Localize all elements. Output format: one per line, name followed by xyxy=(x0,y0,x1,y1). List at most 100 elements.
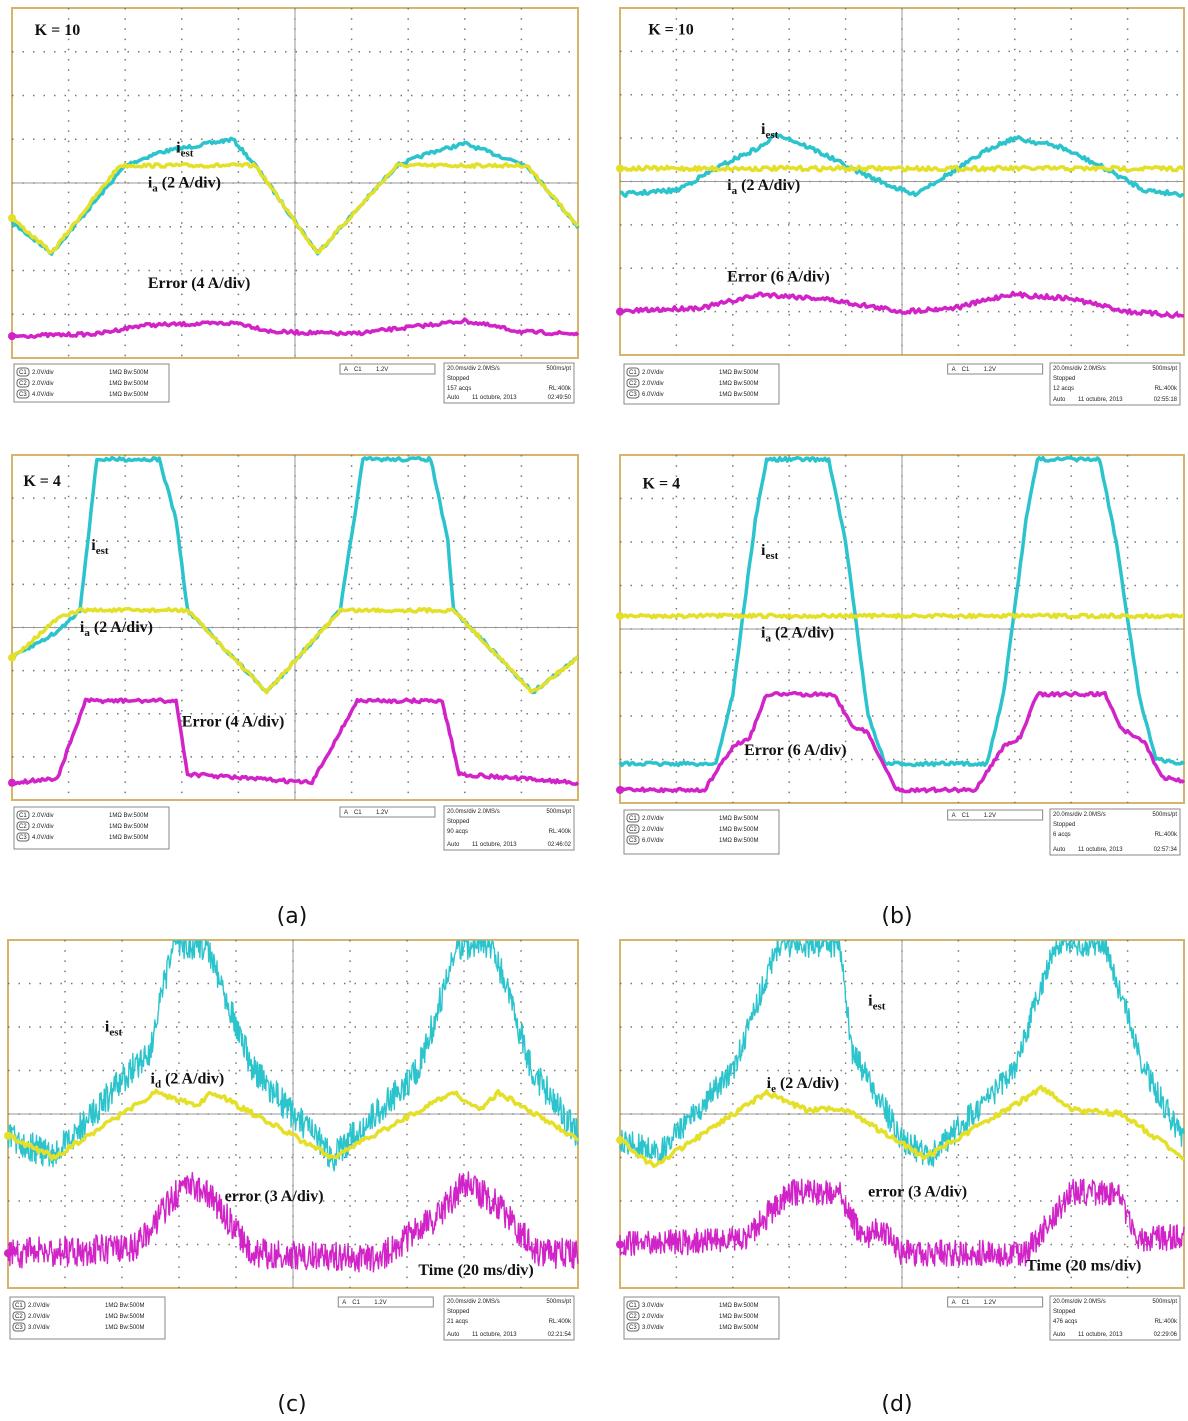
channel-id: C1 xyxy=(19,370,27,376)
channel-input: 1MΩ Bw:500M xyxy=(719,392,759,398)
channel-id: C2 xyxy=(15,1314,23,1320)
trigger-mode: A xyxy=(952,1300,956,1306)
trigger-marker xyxy=(4,1132,12,1140)
scope-panel: K = 4iestia (2 A/div)Error (4 A/div)C12.… xyxy=(8,455,578,850)
trigger-marker xyxy=(4,1249,12,1257)
channel-input: 1MΩ Bw:500M xyxy=(719,1314,759,1320)
channel-input: 1MΩ Bw:500M xyxy=(719,1303,759,1309)
sample-rate: 500ms/pt xyxy=(546,1299,571,1305)
label-rest: (2 A/div) xyxy=(158,174,221,191)
channel-id: C1 xyxy=(629,1303,637,1309)
label-rest: (2 A/div) xyxy=(771,625,834,642)
clock: 02:55:18 xyxy=(1154,397,1178,403)
label-main: error (3 A/div) xyxy=(868,1184,967,1201)
trigger-mode: A xyxy=(342,1300,346,1306)
caption: (b) xyxy=(881,904,912,929)
label-rest: (2 A/div) xyxy=(737,177,800,194)
trace-label: ia (2 A/div) xyxy=(761,625,834,645)
timebase: 20.0ms/div 2.0MS/s xyxy=(447,366,500,372)
channel-id: C2 xyxy=(629,381,637,387)
channel-id: C2 xyxy=(19,381,27,387)
trigger-source: C1 xyxy=(352,1300,360,1306)
timebase: 20.0ms/div 2.0MS/s xyxy=(447,1299,500,1305)
label-rest: (2 A/div) xyxy=(90,619,153,636)
trace-label: ie (2 A/div) xyxy=(767,1075,839,1095)
channel-input: 1MΩ Bw:500M xyxy=(719,827,759,833)
channel-id: C3 xyxy=(629,1325,637,1331)
channel-id: C1 xyxy=(629,370,637,376)
label-main: Error (6 A/div) xyxy=(727,268,830,285)
trace-label: Error (4 A/div) xyxy=(148,275,251,292)
page: {"panels":[ {"k":"K = 10","labels":[{"ma… xyxy=(0,0,1188,1421)
trigger-marker xyxy=(8,779,16,787)
record-length: RL:400k xyxy=(549,386,572,392)
channel-input: 1MΩ Bw:500M xyxy=(719,838,759,844)
trace-label: id (2 A/div) xyxy=(151,1071,225,1091)
label-sub: est xyxy=(765,550,778,562)
acq-count: 21 acqs xyxy=(447,1319,468,1325)
label-sub: est xyxy=(109,1026,122,1038)
acq-count: 12 acqs xyxy=(1053,386,1074,392)
trigger-marker xyxy=(8,332,16,340)
acq-state: Stopped xyxy=(447,1309,469,1315)
mode: Auto xyxy=(447,842,460,848)
trace-label: Error (6 A/div) xyxy=(727,268,830,285)
scope-panel: K = 4iestia (2 A/div)Error (6 A/div)C12.… xyxy=(616,455,1184,855)
label-sub: est xyxy=(765,129,778,141)
channel-scale: 2.0V/div xyxy=(642,816,664,822)
record-length: RL:400k xyxy=(549,1319,572,1325)
mode: Auto xyxy=(1053,1332,1066,1338)
channel-scale: 2.0V/div xyxy=(32,824,54,830)
clock: 02:57:34 xyxy=(1154,847,1178,853)
trace-label: Error (4 A/div) xyxy=(182,714,285,731)
channel-id: C1 xyxy=(629,816,637,822)
label-rest: (2 A/div) xyxy=(776,1075,839,1092)
channel-scale: 2.0V/div xyxy=(642,1314,664,1320)
trace-label: ia (2 A/div) xyxy=(727,177,800,197)
channel-scale: 2.0V/div xyxy=(32,381,54,387)
trigger-source: C1 xyxy=(354,367,362,373)
channel-input: 1MΩ Bw:500M xyxy=(109,392,149,398)
clock: 02:46:02 xyxy=(548,842,572,848)
channel-scale: 2.0V/div xyxy=(32,813,54,819)
channel-input: 1MΩ Bw:500M xyxy=(109,835,149,841)
date: 11 octubre, 2013 xyxy=(472,842,517,848)
figure: K = 10iestia (2 A/div)Error (4 A/div)C12… xyxy=(0,0,1188,1421)
channel-input: 1MΩ Bw:500M xyxy=(109,370,149,376)
channel-id: C2 xyxy=(629,827,637,833)
trigger-level: 1.2V xyxy=(376,367,388,373)
channel-id: C3 xyxy=(19,835,27,841)
trigger-source: C1 xyxy=(962,1300,970,1306)
channel-id: C1 xyxy=(15,1303,23,1309)
trigger-marker xyxy=(616,786,624,794)
mode: Auto xyxy=(447,1332,460,1338)
acq-state: Stopped xyxy=(1053,1309,1075,1315)
channel-id: C2 xyxy=(19,824,27,830)
caption: (c) xyxy=(277,1392,306,1417)
trigger-marker xyxy=(616,1241,624,1249)
date: 11 octubre, 2013 xyxy=(472,395,517,401)
trigger-level: 1.2V xyxy=(984,1300,996,1306)
channel-id: C2 xyxy=(629,1314,637,1320)
sample-rate: 500ms/pt xyxy=(546,809,571,815)
trace-label: error (3 A/div) xyxy=(225,1188,324,1205)
date: 11 octubre, 2013 xyxy=(1078,847,1123,853)
channel-id: C3 xyxy=(15,1325,23,1331)
record-length: RL:400k xyxy=(549,829,572,835)
acq-count: 157 acqs xyxy=(447,386,471,392)
k-label: K = 10 xyxy=(35,22,81,39)
timebase: 20.0ms/div 2.0MS/s xyxy=(1053,1299,1106,1305)
channel-input: 1MΩ Bw:500M xyxy=(105,1314,145,1320)
clock: 02:21:54 xyxy=(548,1332,572,1338)
scope-panel: K = 10iestia (2 A/div)Error (4 A/div)C12… xyxy=(8,8,578,403)
trace-label: Error (6 A/div) xyxy=(744,742,847,759)
record-length: RL:400k xyxy=(1155,386,1178,392)
trigger-marker xyxy=(8,214,16,222)
trace-label: Time (20 ms/div) xyxy=(1026,1258,1141,1275)
label-main: Error (4 A/div) xyxy=(148,275,251,292)
sample-rate: 500ms/pt xyxy=(1152,366,1177,372)
trigger-mode: A xyxy=(344,367,348,373)
label-main: Time (20 ms/div) xyxy=(1026,1258,1141,1275)
trigger-marker xyxy=(616,1136,624,1144)
channel-id: C3 xyxy=(19,392,27,398)
